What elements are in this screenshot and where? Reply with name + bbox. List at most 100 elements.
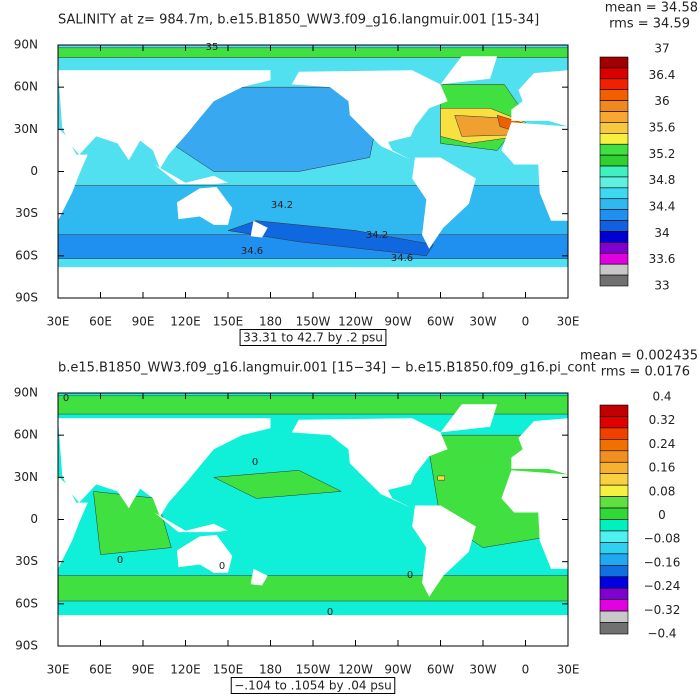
colorbar-label: 37 (654, 42, 669, 56)
lon-label: 60W (427, 663, 454, 677)
colorbar-label: 35.2 (649, 147, 676, 161)
contour-label: 34.2 (366, 230, 388, 241)
ocean-region (58, 575, 568, 602)
colorbar-box (599, 507, 629, 520)
colorbar-label: 34 (654, 226, 669, 240)
land (58, 418, 271, 517)
range-box (230, 677, 396, 694)
colorbar-box (599, 242, 629, 254)
land (511, 70, 568, 127)
lon-label: 90E (132, 663, 155, 677)
lat-label: 90S (15, 291, 38, 305)
mean: mean = 34.58 (605, 1, 698, 16)
lon-label: 90W (384, 315, 411, 329)
lon-label: 30E (557, 663, 580, 677)
land (412, 157, 476, 249)
contour-label: 34.6 (391, 253, 413, 264)
lat-label: 60S (15, 596, 38, 610)
colorbar-label: 36.4 (649, 68, 676, 82)
lon-label: 150E (213, 663, 244, 677)
colorbar-box (599, 576, 629, 589)
lon-label: 30W (469, 663, 496, 677)
lat-label: 60S (15, 248, 38, 262)
rms: rms = 0.0176 (601, 365, 690, 380)
colorbar-label: 35.6 (649, 121, 676, 135)
colorbar-box (599, 89, 629, 101)
contour-label: 0 (117, 555, 123, 566)
land (511, 418, 568, 475)
colorbar-box (599, 542, 629, 555)
range-box (239, 329, 387, 346)
lon-label: 120E (170, 315, 201, 329)
lon-label: 60W (427, 315, 454, 329)
colorbar-label: 0.24 (649, 437, 676, 451)
lat-label: 60N (14, 428, 38, 442)
colorbar-box (599, 154, 629, 167)
contour-label: 0 (327, 607, 333, 618)
rms: rms = 34.59 (609, 17, 690, 32)
lon-label: 120W (338, 315, 373, 329)
colorbar-box (599, 78, 629, 91)
land (177, 186, 233, 225)
lat-label: 30S (15, 554, 38, 568)
contour-label: 0 (63, 393, 69, 404)
lon-label: 180 (259, 663, 282, 677)
land (154, 164, 228, 185)
colorbar-label: −0.32 (644, 603, 681, 617)
lat-label: 90S (15, 639, 38, 653)
colorbar-label: 0.16 (649, 461, 676, 475)
colorbar-box (599, 530, 629, 543)
land (250, 568, 268, 586)
land (58, 70, 271, 169)
land (58, 267, 568, 298)
colorbar-box (599, 564, 629, 578)
lon-label: 30E (47, 315, 70, 329)
colorbar-box (599, 473, 629, 486)
lat-label: 30N (14, 470, 38, 484)
colorbar-label: −0.24 (644, 579, 681, 593)
ocean-region (437, 475, 445, 481)
lat-label: 0 (30, 164, 38, 178)
land (250, 220, 268, 238)
colorbar-label: 0.32 (649, 413, 676, 427)
colorbar-box (599, 100, 629, 112)
colorbar-box (599, 519, 629, 532)
lat-label: 30S (15, 206, 38, 220)
colorbar-label: −0.4 (647, 627, 676, 641)
colorbar-box (599, 484, 629, 497)
colorbar-box (599, 461, 629, 474)
lat-label: 0 (30, 512, 38, 526)
lon-label: 0 (522, 663, 530, 677)
colorbar-box (599, 622, 629, 635)
colorbar-box (599, 404, 629, 417)
lon-label: 30E (47, 663, 70, 677)
land (412, 505, 476, 597)
colorbar-label: 0 (658, 508, 666, 522)
colorbar-box (599, 133, 629, 145)
lon-label: 30E (557, 315, 580, 329)
colorbar-box (599, 56, 629, 69)
ocean-region (58, 234, 568, 259)
colorbar-label: 33 (654, 279, 669, 293)
land (291, 70, 448, 161)
land (58, 475, 88, 569)
lat-label: 60N (14, 80, 38, 94)
lon-label: 150W (296, 663, 331, 677)
land (440, 404, 498, 433)
colorbar-box (599, 209, 629, 221)
land (58, 615, 568, 646)
colorbar-box (599, 187, 629, 200)
mean: mean = 0.002435 (580, 349, 698, 364)
colorbar-box (599, 122, 629, 134)
lon-label: 0 (522, 315, 530, 329)
colorbar-box (599, 610, 629, 623)
land (291, 418, 448, 509)
lon-label: 180 (259, 315, 282, 329)
colorbar-label: −0.16 (644, 555, 681, 569)
colorbar-box (599, 143, 629, 156)
colorbar-box (599, 165, 629, 178)
lon-label: 120W (338, 663, 373, 677)
colorbar-box (599, 252, 629, 265)
land (177, 534, 233, 573)
lon-label: 60E (89, 663, 112, 677)
